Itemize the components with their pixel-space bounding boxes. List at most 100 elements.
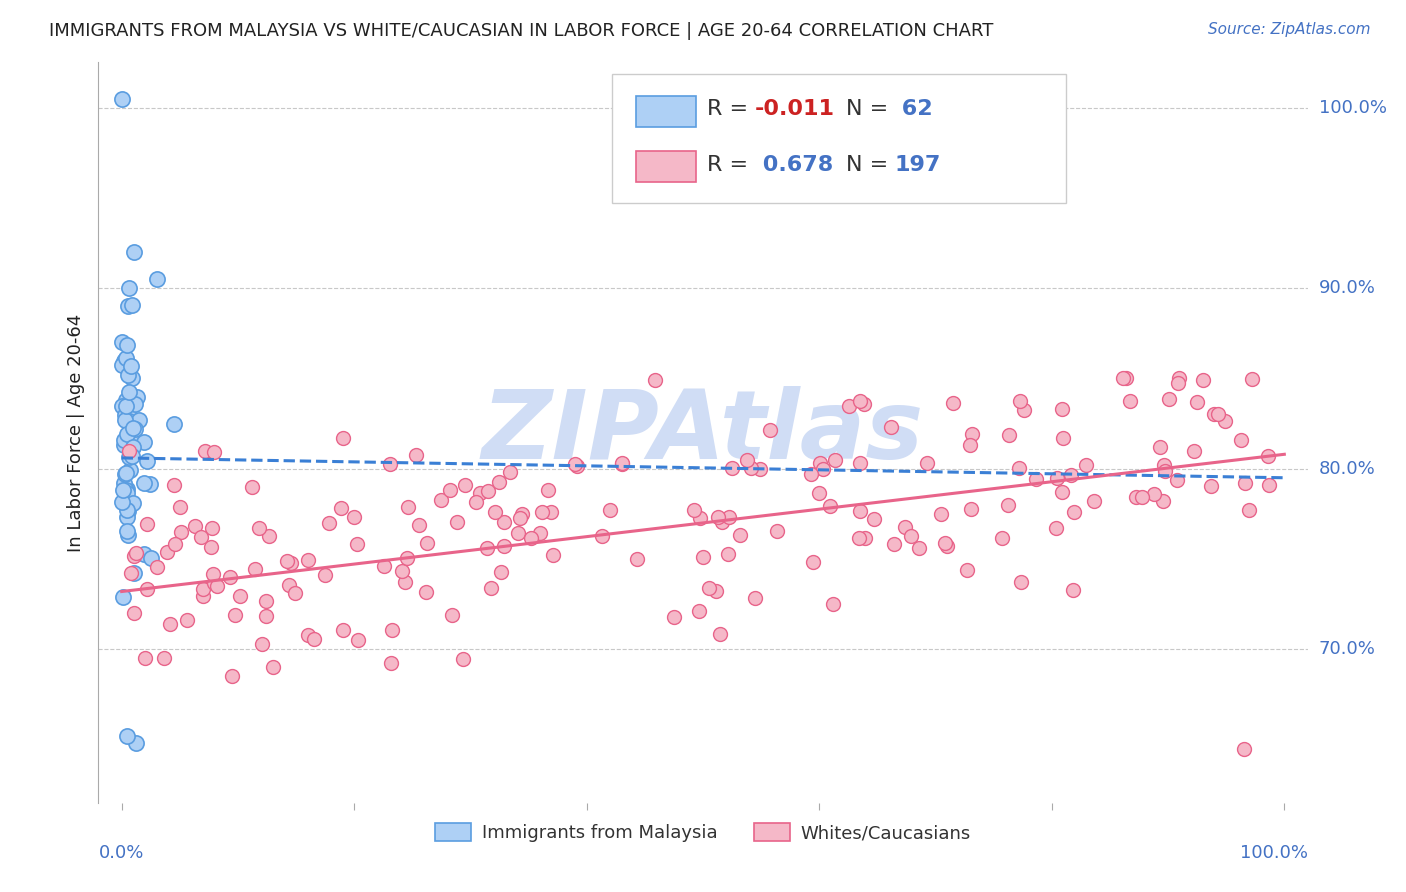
- Point: [124, 546, 146, 560]
- Point: [853, 531, 876, 545]
- Point: [183, 519, 205, 533]
- Point: [146, 272, 169, 286]
- Point: [1258, 478, 1281, 492]
- Point: [135, 582, 157, 596]
- Point: [1052, 401, 1074, 416]
- Point: [1204, 407, 1226, 421]
- Point: [1083, 494, 1105, 508]
- Point: [935, 539, 957, 553]
- Point: [959, 438, 981, 452]
- Point: [510, 507, 533, 521]
- Point: [599, 503, 621, 517]
- Point: [114, 467, 136, 482]
- Point: [929, 507, 952, 521]
- Point: [811, 462, 834, 476]
- Point: [112, 353, 135, 368]
- Point: [1233, 741, 1256, 756]
- Point: [115, 524, 138, 538]
- Point: [205, 579, 228, 593]
- Text: 70.0%: 70.0%: [1319, 640, 1375, 658]
- Point: [446, 515, 468, 529]
- Point: [1046, 471, 1069, 485]
- Point: [707, 510, 730, 524]
- Point: [492, 516, 515, 530]
- Point: [117, 299, 139, 313]
- Point: [163, 417, 186, 431]
- Point: [136, 517, 159, 532]
- Point: [111, 91, 134, 105]
- Point: [520, 532, 543, 546]
- Point: [1052, 431, 1074, 445]
- Point: [704, 583, 727, 598]
- Point: [997, 428, 1019, 442]
- Point: [111, 399, 134, 413]
- Point: [122, 245, 145, 260]
- Point: [159, 617, 181, 632]
- Point: [163, 536, 186, 550]
- Point: [200, 540, 222, 554]
- Point: [120, 566, 142, 581]
- Point: [381, 623, 404, 637]
- Point: [1199, 479, 1222, 493]
- Point: [115, 483, 138, 498]
- Point: [484, 505, 506, 519]
- Point: [849, 504, 872, 518]
- Point: [276, 554, 298, 568]
- Point: [202, 566, 225, 581]
- Text: 100.0%: 100.0%: [1240, 844, 1308, 862]
- Point: [122, 549, 145, 563]
- Point: [849, 456, 872, 470]
- Point: [115, 393, 138, 408]
- Point: [800, 467, 823, 481]
- Point: [330, 500, 353, 515]
- Point: [118, 462, 141, 476]
- Point: [156, 545, 179, 559]
- Point: [1152, 494, 1174, 508]
- Point: [900, 529, 922, 543]
- Point: [934, 535, 956, 549]
- Point: [688, 604, 710, 618]
- Point: [221, 668, 243, 682]
- Point: [297, 553, 319, 567]
- Point: [118, 281, 141, 295]
- Point: [499, 465, 522, 479]
- Point: [117, 528, 139, 542]
- Point: [441, 607, 464, 622]
- Point: [821, 598, 844, 612]
- Point: [697, 582, 720, 596]
- Point: [280, 556, 302, 570]
- Point: [960, 427, 983, 442]
- Point: [115, 337, 138, 351]
- Point: [111, 483, 134, 497]
- Point: [262, 660, 284, 674]
- Point: [1240, 372, 1263, 386]
- Point: [297, 628, 319, 642]
- Point: [121, 371, 143, 385]
- Point: [454, 478, 477, 492]
- Point: [250, 637, 273, 651]
- Point: [430, 493, 453, 508]
- Point: [112, 475, 135, 490]
- Point: [610, 457, 633, 471]
- Point: [117, 486, 139, 500]
- Point: [240, 480, 263, 494]
- Point: [1010, 575, 1032, 590]
- Point: [373, 559, 395, 574]
- Point: [111, 358, 134, 372]
- Point: [122, 566, 145, 580]
- Point: [135, 454, 157, 468]
- Point: [1115, 371, 1137, 385]
- Point: [711, 516, 734, 530]
- Point: [121, 421, 143, 435]
- Point: [396, 551, 419, 566]
- Point: [415, 584, 437, 599]
- Point: [682, 503, 704, 517]
- Text: 62: 62: [894, 99, 932, 120]
- Text: Source: ZipAtlas.com: Source: ZipAtlas.com: [1208, 22, 1371, 37]
- Point: [243, 562, 266, 576]
- Point: [117, 510, 139, 524]
- Point: [824, 452, 846, 467]
- Point: [744, 591, 766, 605]
- Point: [479, 581, 502, 595]
- Point: [125, 736, 148, 750]
